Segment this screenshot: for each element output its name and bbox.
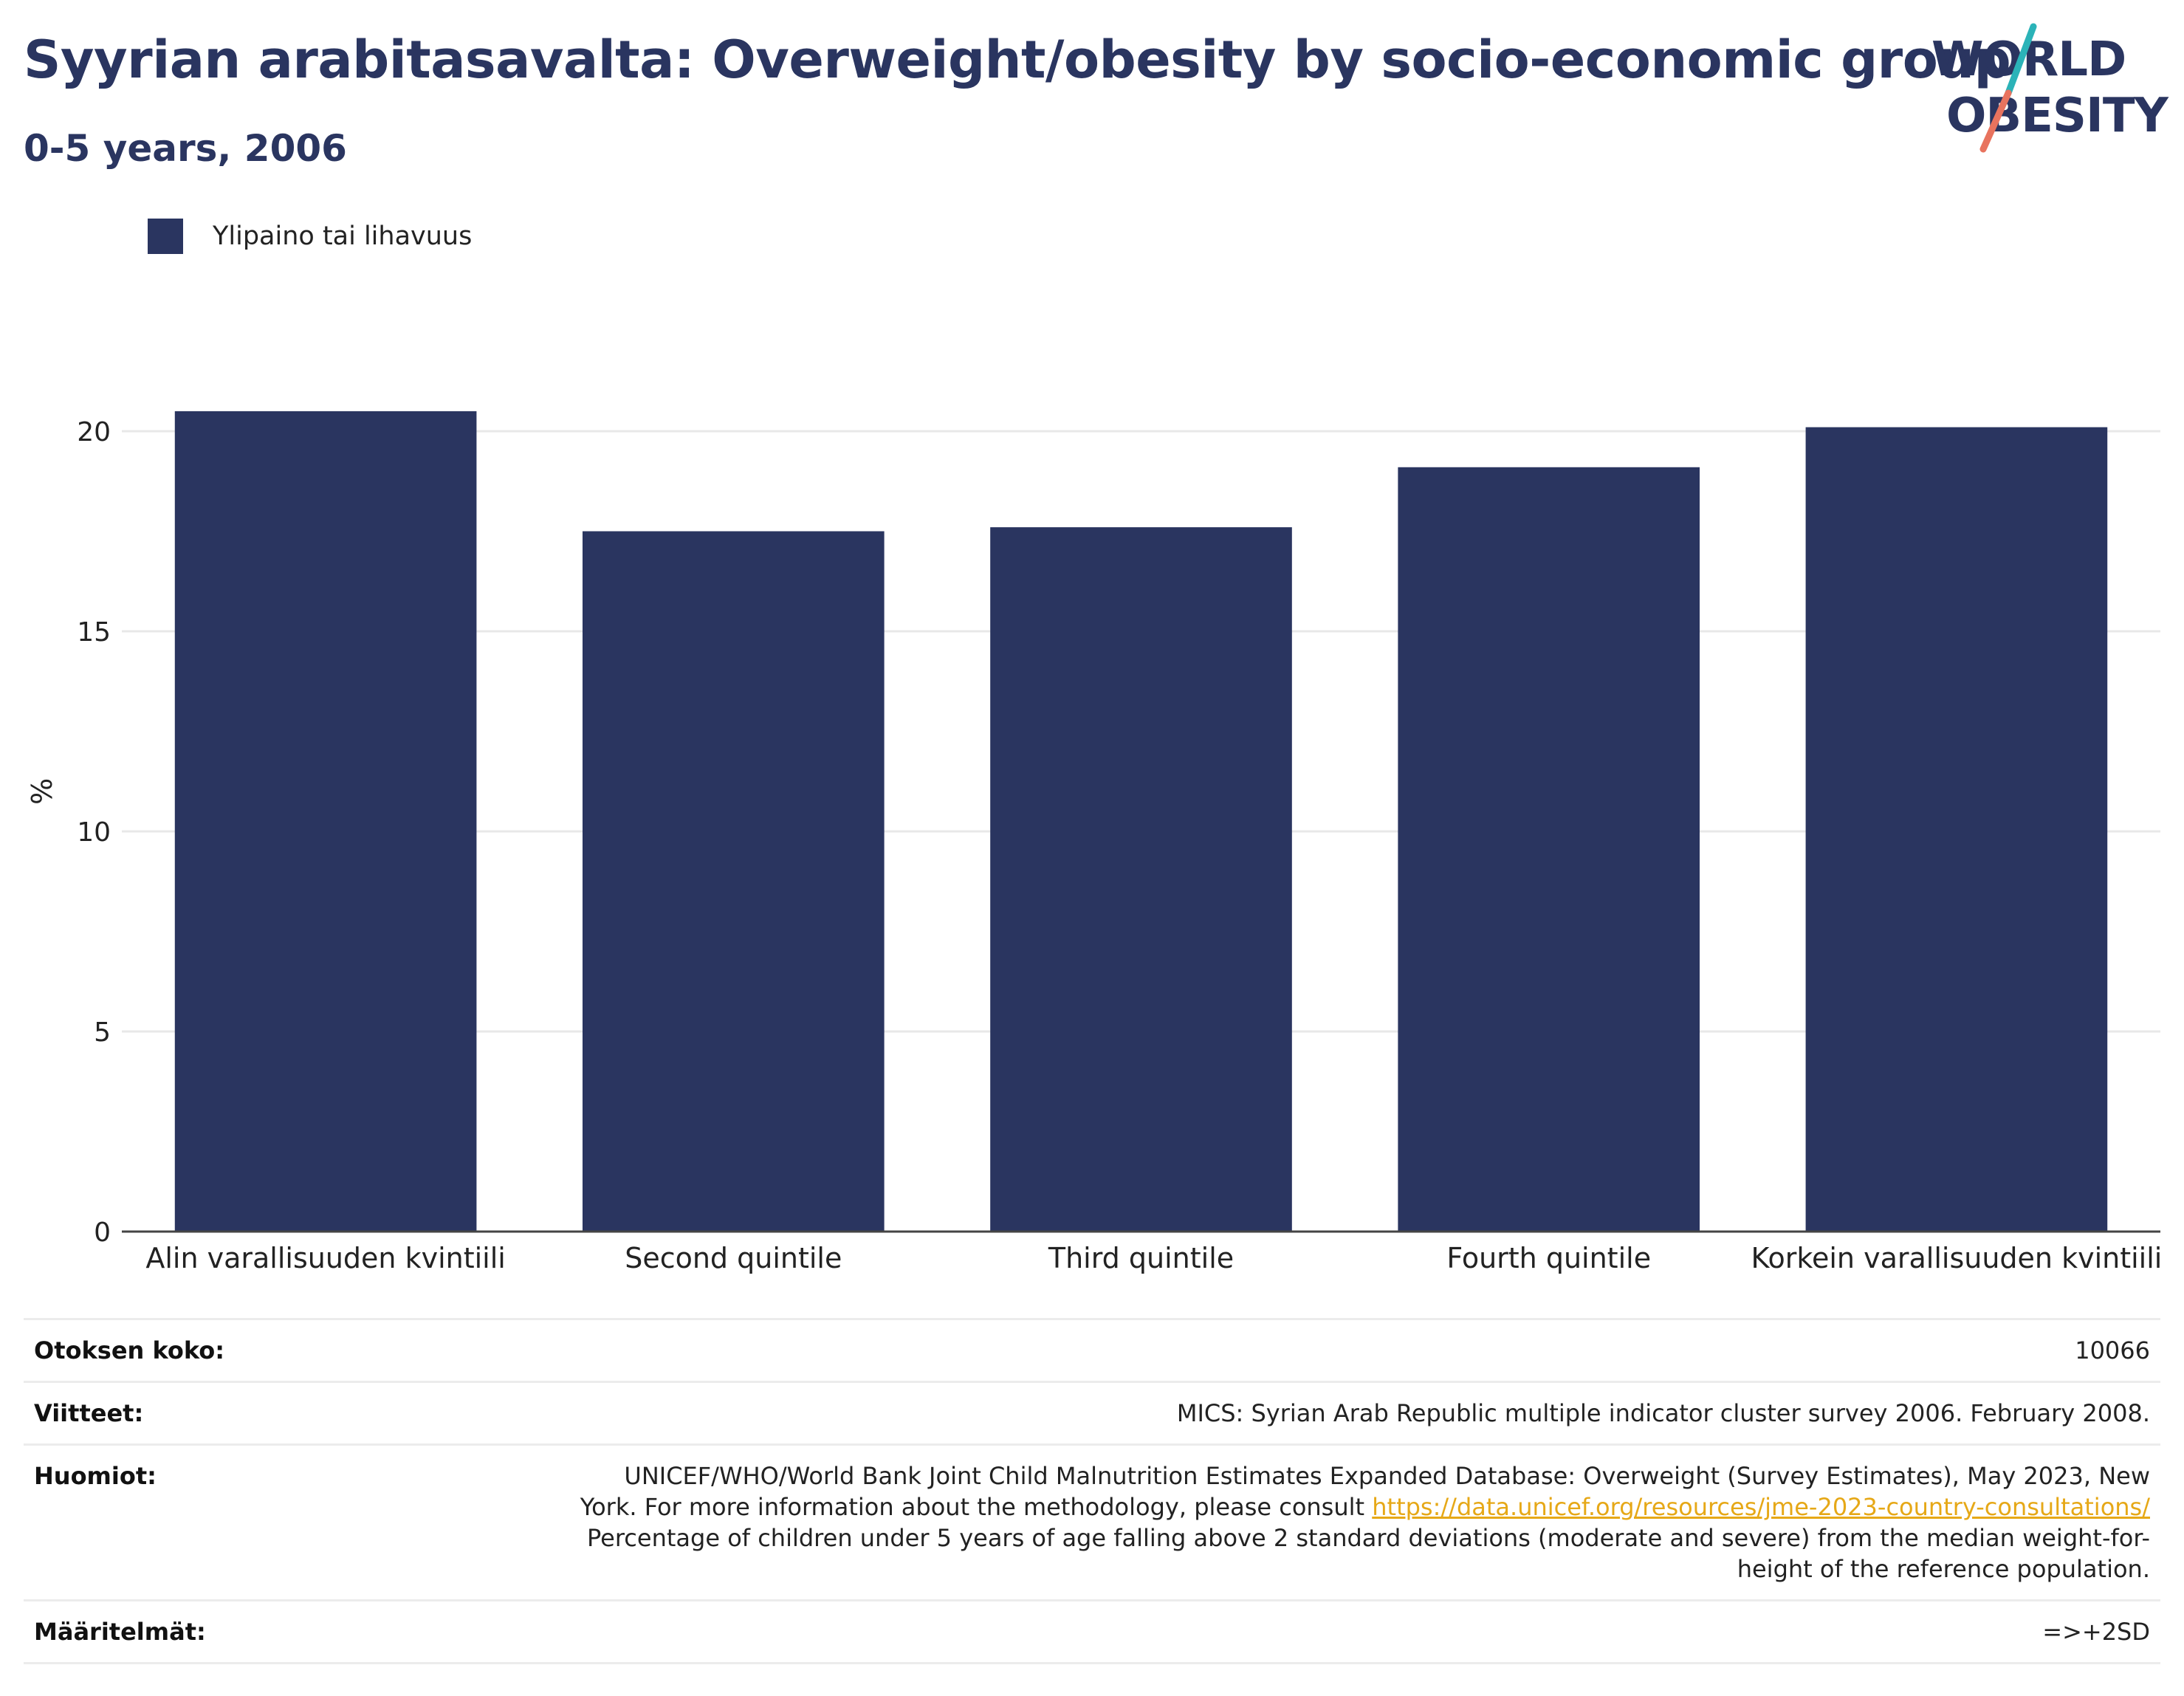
notes-line-1: UNICEF/WHO/World Bank Joint Child Malnut… [624, 1462, 2150, 1490]
info-row-definitions: Määritelmät: =>+2SD [24, 1599, 2160, 1664]
info-row-sample-size: Otoksen koko: 10066 [24, 1318, 2160, 1383]
y-tick-label: 15 [77, 617, 111, 648]
x-tick-label: Second quintile [625, 1242, 842, 1274]
bar-chart: 0 5 10 15 20% Alin varallisuuden kvintiili Sec… [26, 411, 2162, 1274]
bar[interactable] [990, 527, 1292, 1232]
references-label: Viitteet: [24, 1381, 236, 1446]
y-tick-label: 5 [94, 1017, 111, 1048]
logo-slash-bottom [1979, 89, 2012, 153]
y-tick-label: 20 [77, 417, 111, 447]
notes-label: Huomiot: [24, 1443, 236, 1601]
y-axis-label: % [26, 778, 58, 805]
notes-value: UNICEF/WHO/World Bank Joint Child Malnut… [236, 1443, 2160, 1601]
logo-text-obesity: OBESITY [1946, 89, 2168, 143]
world-obesity-logo: WORLD OBESITY [1931, 23, 2169, 153]
chart-title: Syyrian arabitasavalta: Overweight/obesi… [24, 30, 2011, 90]
notes-line-4: height of the reference population. [1737, 1555, 2150, 1583]
x-tick-label: Alin varallisuuden kvintiili [145, 1242, 506, 1274]
info-row-references: Viitteet: MICS: Syrian Arab Republic mul… [24, 1381, 2160, 1446]
legend-swatch[interactable] [148, 219, 183, 254]
notes-line-3: Percentage of children under 5 years of … [587, 1524, 2150, 1552]
info-table: Otoksen koko: 10066 Viitteet: MICS: Syri… [24, 1318, 2160, 1664]
y-tick-label: 0 [94, 1218, 111, 1248]
chart-subtitle: 0-5 years, 2006 [24, 127, 347, 170]
sample-size-value: 10066 [236, 1318, 2160, 1383]
bar[interactable] [174, 411, 477, 1232]
notes-line-2: York. For more information about the met… [580, 1493, 1373, 1521]
bar[interactable] [582, 531, 885, 1232]
methodology-link[interactable]: https://data.unicef.org/resources/jme-20… [1372, 1493, 2150, 1521]
x-tick-label: Korkein varallisuuden kvintiili [1751, 1242, 2162, 1274]
sample-size-label: Otoksen koko: [24, 1318, 236, 1383]
x-tick-label: Fourth quintile [1446, 1242, 1651, 1274]
info-row-notes: Huomiot: UNICEF/WHO/World Bank Joint Chi… [24, 1443, 2160, 1601]
y-tick-label: 10 [77, 817, 111, 848]
definitions-value: =>+2SD [236, 1599, 2160, 1664]
definitions-label: Määritelmät: [24, 1599, 236, 1664]
bar[interactable] [1805, 427, 2108, 1232]
references-value: MICS: Syrian Arab Republic multiple indi… [236, 1381, 2160, 1446]
legend: Ylipaino tai lihavuus [148, 219, 472, 254]
legend-label: Ylipaino tai lihavuus [213, 222, 473, 251]
logo-slash-top [2005, 23, 2037, 97]
bar[interactable] [1398, 467, 1700, 1232]
x-tick-label: Third quintile [1048, 1242, 1234, 1274]
